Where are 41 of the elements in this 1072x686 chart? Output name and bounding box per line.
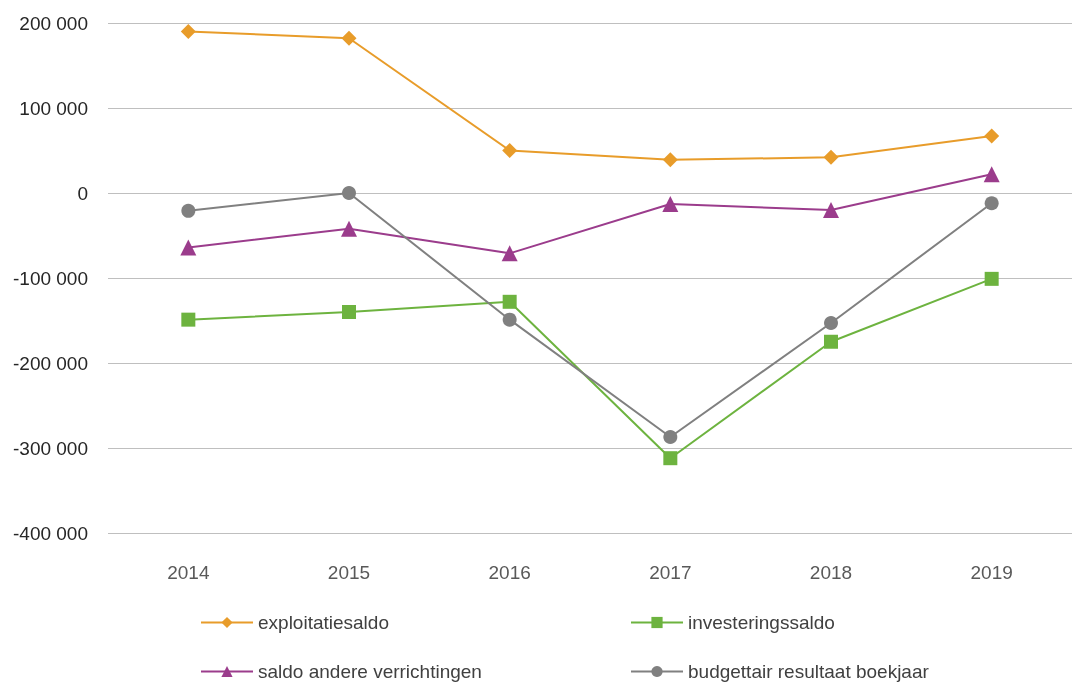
x-tick-label: 2014 — [167, 562, 210, 583]
point — [662, 196, 679, 213]
point — [824, 316, 838, 331]
point — [181, 312, 196, 327]
legend-label: saldo andere verrichtingen — [258, 661, 482, 682]
y-tick-label: 0 — [77, 182, 88, 204]
point — [823, 202, 839, 218]
point — [501, 245, 518, 262]
point — [342, 186, 356, 200]
point — [663, 429, 678, 444]
point — [984, 196, 999, 211]
point — [181, 203, 196, 218]
x-tick-label: 2015 — [327, 562, 371, 583]
y-tick-label: -100 000 — [12, 267, 88, 289]
x-tick-label: 2018 — [809, 562, 853, 583]
x-tick-label: 2016 — [488, 562, 531, 583]
point — [341, 30, 357, 46]
legend-label: exploitatiesaldo — [258, 612, 389, 633]
y-tick-label: 200 000 — [19, 12, 88, 34]
point — [502, 294, 517, 309]
point — [984, 271, 999, 286]
point — [341, 220, 357, 237]
point — [824, 334, 838, 349]
point — [983, 166, 1000, 183]
y-tick-label: 100 000 — [19, 97, 88, 119]
x-tick-label: 2019 — [970, 562, 1013, 583]
point — [984, 128, 1000, 144]
y-tick-label: -300 000 — [12, 437, 88, 459]
y-tick-label: -400 000 — [12, 522, 88, 544]
x-tick-label: 2017 — [649, 562, 692, 583]
point — [502, 312, 517, 327]
point — [663, 451, 678, 466]
legend-label: budgettair resultaat boekjaar — [688, 661, 930, 682]
point — [662, 152, 678, 168]
point — [180, 239, 197, 256]
legend-label: investeringssaldo — [688, 612, 835, 633]
point — [502, 143, 518, 158]
point — [342, 305, 356, 319]
y-tick-label: -200 000 — [12, 352, 88, 374]
point — [823, 149, 839, 165]
point — [180, 24, 196, 39]
